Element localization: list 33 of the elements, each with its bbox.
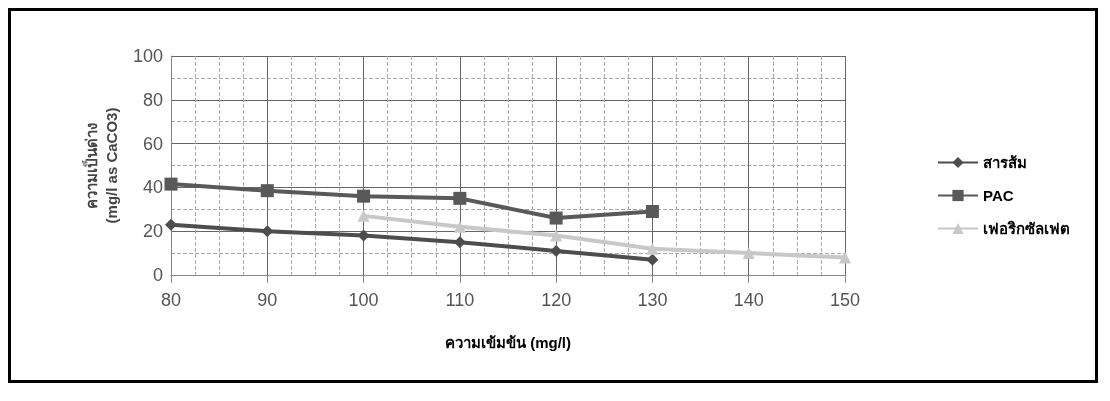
point [550,229,563,242]
y-tick-label: 60 [142,133,163,154]
point [646,253,659,266]
y-tick-label: 80 [142,89,163,110]
y-tick-label: 40 [142,177,163,198]
x-tick-label: 110 [445,290,475,310]
point [839,251,851,264]
point [357,209,370,222]
legend-label: เฟอริกซัลเฟต [983,220,1070,237]
point [453,220,466,233]
x-tick-label: 140 [733,290,764,310]
point [549,211,563,225]
point [645,204,659,218]
x-tick-label: 90 [257,290,278,310]
point [260,184,274,198]
legend-label: สารส้ม [983,154,1027,171]
x-tick-label: 150 [829,290,861,310]
point [646,242,659,255]
x-axis-title: ความเข้มข้น (mg/l) [445,334,571,351]
x-tick-label: 120 [541,290,572,310]
x-tick-label: 80 [160,290,182,310]
y-tick-label: 20 [142,221,163,242]
y-axis-title: ความเป็นด่าง (mg/l as CaCO3) [81,107,120,224]
point [453,191,467,205]
point [164,177,178,191]
y-tick-label: 100 [132,46,163,66]
x-tick-label: 130 [637,290,668,310]
legend-label: PAC [983,187,1014,204]
point [165,218,177,231]
x-tick-label: 100 [348,290,379,310]
y-tick-label: 0 [152,265,163,285]
point [357,189,371,203]
point [742,247,755,260]
